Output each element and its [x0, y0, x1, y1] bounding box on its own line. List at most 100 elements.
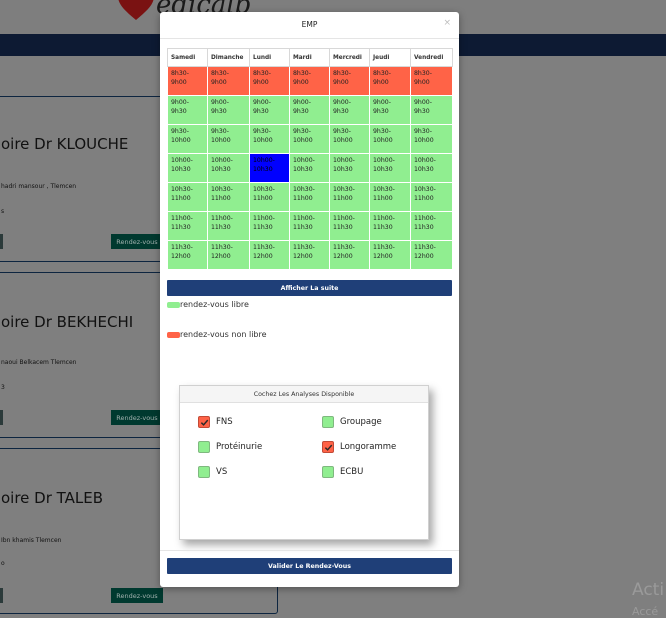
time-slot-selected[interactable]: 10h00- 10h30 [249, 153, 290, 183]
analysis-checkbox[interactable] [322, 466, 334, 478]
analysis-checkbox[interactable] [322, 416, 334, 428]
time-slot-available[interactable]: 10h00- 10h30 [329, 153, 370, 183]
time-slot-row: 11h30- 12h00 11h30- 12h00 11h30- 12h00 11h30- 1… [167, 240, 453, 270]
day-header: Mercredi [329, 48, 370, 67]
heart-logo-icon [118, 0, 154, 20]
time-slot-available[interactable]: 10h00- 10h30 [167, 153, 208, 183]
time-slot-available[interactable]: 9h30- 10h00 [167, 124, 208, 154]
time-slot-available[interactable]: 9h00- 9h30 [167, 95, 208, 125]
analysis-label[interactable]: FNS [216, 417, 233, 427]
time-slot-end: 11h00 [373, 194, 393, 202]
time-slot-end: 11h00 [253, 194, 273, 202]
time-slot-available[interactable]: 9h00- 9h30 [249, 95, 290, 125]
time-slot-available[interactable]: 11h00- 11h30 [289, 211, 330, 241]
time-slot-end: 12h00 [293, 252, 313, 260]
time-slot-available[interactable]: 11h00- 11h30 [410, 211, 453, 241]
time-slot-available[interactable]: 11h00- 11h30 [167, 211, 208, 241]
time-slot-available[interactable]: 9h00- 9h30 [207, 95, 250, 125]
time-slot-available[interactable]: 10h00- 10h30 [207, 153, 250, 183]
time-slot-start: 11h30- [373, 244, 395, 251]
time-slot-available[interactable]: 9h30- 10h00 [410, 124, 453, 154]
time-slot-booked: 8h30- 9h00 [410, 66, 453, 96]
time-slot-available[interactable]: 10h00- 10h30 [410, 153, 453, 183]
time-slot-available[interactable]: 11h30- 12h00 [249, 240, 290, 270]
time-slot-available[interactable]: 9h00- 9h30 [329, 95, 370, 125]
time-slot-start: 10h30- [333, 186, 355, 193]
analysis-label[interactable]: Protéinurie [216, 442, 263, 452]
time-slot-available[interactable]: 9h00- 9h30 [369, 95, 411, 125]
time-slot-end: 10h30 [373, 165, 393, 173]
time-slot-available[interactable]: 11h30- 12h00 [369, 240, 411, 270]
analysis-checkbox[interactable] [322, 441, 334, 453]
time-slot-start: 9h00- [333, 99, 351, 106]
time-slot-available[interactable]: 10h30- 11h00 [207, 182, 250, 212]
time-slot-available[interactable]: 9h30- 10h00 [249, 124, 290, 154]
time-slot-available[interactable]: 10h30- 11h00 [249, 182, 290, 212]
time-slot-available[interactable]: 10h00- 10h30 [369, 153, 411, 183]
time-slot-available[interactable]: 9h00- 9h30 [289, 95, 330, 125]
time-slot-end: 10h00 [293, 136, 313, 144]
analysis-checkbox[interactable] [198, 441, 210, 453]
time-slot-available[interactable]: 11h30- 12h00 [410, 240, 453, 270]
time-slot-end: 11h00 [293, 194, 313, 202]
time-slot-end: 12h00 [253, 252, 273, 260]
time-slot-start: 9h30- [171, 128, 189, 135]
analysis-label[interactable]: Groupage [340, 417, 382, 427]
time-slot-start: 8h30- [211, 70, 229, 77]
time-slot-available[interactable]: 10h30- 11h00 [369, 182, 411, 212]
time-slot-start: 11h30- [333, 244, 355, 251]
time-slot-start: 11h30- [171, 244, 193, 251]
time-slot-start: 10h30- [211, 186, 233, 193]
time-slot-available[interactable]: 10h30- 11h00 [289, 182, 330, 212]
rendezvous-button[interactable]: Rendez-vous [111, 588, 163, 603]
time-slot-available[interactable]: 11h00- 11h30 [207, 211, 250, 241]
time-slot-available[interactable]: 11h30- 12h00 [329, 240, 370, 270]
time-slot-available[interactable]: 11h30- 12h00 [167, 240, 208, 270]
analysis-checkbox[interactable] [198, 416, 210, 428]
time-slot-end: 10h30 [414, 165, 434, 173]
analysis-checkbox[interactable] [198, 466, 210, 478]
doctor-card-detail: 3 [1, 384, 5, 391]
time-slot-end: 10h00 [373, 136, 393, 144]
rendezvous-button[interactable]: Rendez-vous [111, 234, 163, 249]
analysis-label[interactable]: ECBU [340, 467, 364, 477]
analysis-label[interactable]: Longoramme [340, 442, 397, 452]
show-more-button[interactable]: Afficher La suite [167, 280, 452, 296]
activation-watermark: Acti [632, 580, 665, 600]
analyses-title: Cochez Les Analyses Disponible [253, 391, 355, 398]
close-icon[interactable]: × [443, 18, 451, 28]
time-slot-available[interactable]: 10h30- 11h00 [167, 182, 208, 212]
time-slot-end: 10h00 [333, 136, 353, 144]
legend-free-label: rendez-vous libre [180, 300, 249, 309]
time-slot-available[interactable]: 9h30- 10h00 [369, 124, 411, 154]
time-slot-available[interactable]: 9h30- 10h00 [207, 124, 250, 154]
confirm-appointment-button[interactable]: Valider Le Rendez-Vous [167, 558, 452, 574]
time-slot-available[interactable]: 9h00- 9h30 [410, 95, 453, 125]
time-slot-booked: 8h30- 9h00 [369, 66, 411, 96]
time-slot-available[interactable]: 9h30- 10h00 [329, 124, 370, 154]
doctor-card-stub [0, 588, 3, 603]
time-slot-available[interactable]: 10h00- 10h30 [289, 153, 330, 183]
day-header: Dimanche [207, 48, 250, 67]
legend-free-swatch [167, 302, 180, 308]
time-slot-available[interactable]: 9h30- 10h00 [289, 124, 330, 154]
time-slot-available[interactable]: 11h00- 11h30 [329, 211, 370, 241]
modal-footer-divider [160, 550, 459, 551]
activation-watermark-sub: Accé [632, 605, 659, 618]
appointment-modal: EMP × Samedi Dimanche Lundi Mardi Mercredi Je… [160, 12, 459, 587]
time-slot-start: 11h30- [211, 244, 233, 251]
time-slot-available[interactable]: 11h00- 11h30 [249, 211, 290, 241]
rendezvous-button[interactable]: Rendez-vous [111, 410, 163, 425]
time-slot-available[interactable]: 11h30- 12h00 [289, 240, 330, 270]
time-slot-available[interactable]: 11h30- 12h00 [207, 240, 250, 270]
doctor-card-stub [0, 234, 3, 249]
time-slot-end: 9h30 [414, 107, 430, 115]
time-slot-available[interactable]: 11h00- 11h30 [369, 211, 411, 241]
time-slot-available[interactable]: 10h30- 11h00 [410, 182, 453, 212]
doctor-card-title: oire Dr KLOUCHE [1, 135, 129, 153]
time-slot-end: 9h30 [211, 107, 227, 115]
analysis-label[interactable]: VS [216, 467, 228, 477]
time-slot-end: 12h00 [373, 252, 393, 260]
time-slot-available[interactable]: 10h30- 11h00 [329, 182, 370, 212]
time-slot-row: 11h00- 11h30 11h00- 11h30 11h00- 11h30 11h00- 1… [167, 211, 453, 241]
